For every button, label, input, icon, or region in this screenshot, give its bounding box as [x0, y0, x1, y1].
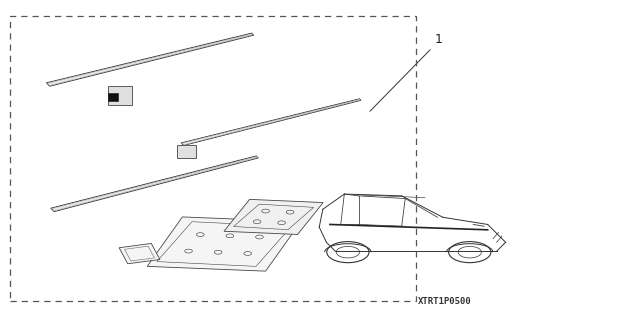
Bar	[10, 16, 416, 301]
Polygon shape	[51, 156, 259, 211]
Text: XTRT1P0500: XTRT1P0500	[418, 297, 472, 306]
Bar	[177, 145, 196, 158]
Polygon shape	[147, 217, 301, 271]
Bar	[119, 243, 160, 264]
Bar	[108, 86, 132, 105]
Text: 1: 1	[435, 33, 442, 46]
Polygon shape	[46, 33, 254, 86]
Bar	[108, 93, 118, 101]
Polygon shape	[224, 199, 323, 234]
Bar	[125, 246, 154, 261]
Polygon shape	[181, 99, 361, 145]
